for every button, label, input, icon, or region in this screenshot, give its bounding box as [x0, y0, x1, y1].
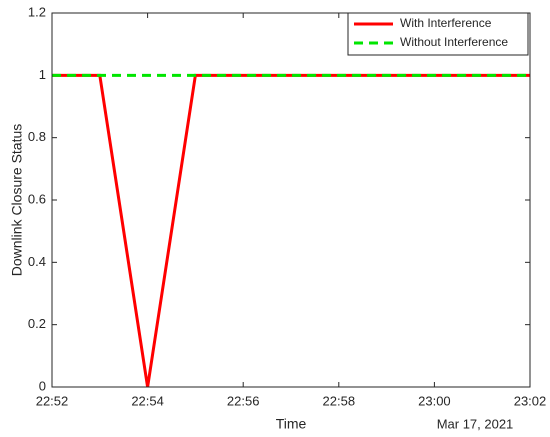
x-tick-label: 22:58 — [323, 393, 356, 408]
legend-label: Without Interference — [400, 35, 508, 49]
y-tick-label: 0.8 — [28, 129, 46, 144]
x-tick-label: 22:52 — [36, 393, 69, 408]
y-tick-label: 0.6 — [28, 191, 46, 206]
x-axis-label: Time — [276, 416, 307, 432]
plot-area — [52, 13, 530, 387]
y-tick-label: 0.2 — [28, 316, 46, 331]
legend-box — [347, 12, 529, 56]
x-tick-label: 22:56 — [227, 393, 260, 408]
y-tick-label: 1.2 — [28, 4, 46, 19]
x-tick-label: 23:00 — [418, 393, 451, 408]
y-tick-label: 0 — [39, 378, 46, 393]
y-axis-label: Downlink Closure Status — [9, 124, 25, 277]
axes-box — [51, 12, 531, 388]
y-tick-label: 1 — [39, 67, 46, 82]
x-tick-label: 22:54 — [131, 393, 164, 408]
legend-label: With Interference — [400, 16, 492, 30]
y-tick-label: 0.4 — [28, 254, 46, 269]
date-label: Mar 17, 2021 — [437, 416, 514, 431]
x-tick-label: 23:02 — [514, 393, 547, 408]
